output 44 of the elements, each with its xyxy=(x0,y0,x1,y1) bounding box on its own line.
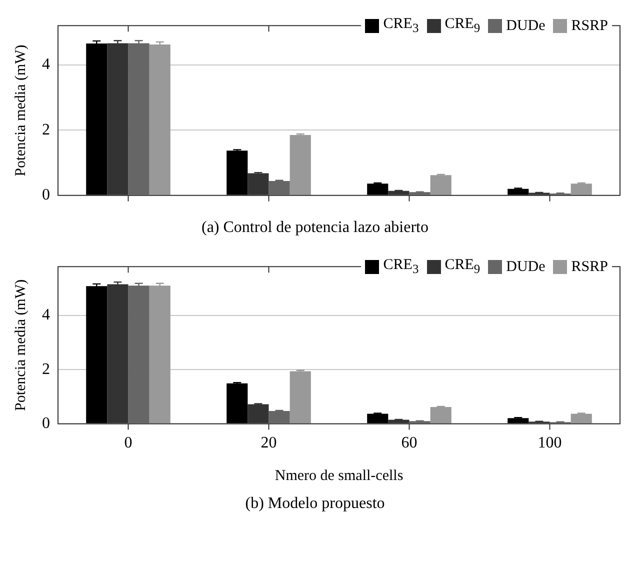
bar xyxy=(128,43,150,195)
x-tick-label: 100 xyxy=(538,434,562,452)
bar xyxy=(86,44,108,195)
bar xyxy=(367,184,388,195)
x-tick-label: 0 xyxy=(124,434,132,452)
legend-label: CRE$_{9}$ xyxy=(444,257,480,277)
bar xyxy=(290,134,311,195)
legend-label: CRE$_{3}$ xyxy=(383,257,419,277)
legend-label: CRE$_{9}$ xyxy=(444,16,480,36)
bar xyxy=(268,181,290,195)
legend-label: CRE$_{3}$ xyxy=(383,16,419,36)
text: (b) Modelo propuesto xyxy=(244,495,386,513)
text: (a) Control de potencia lazo abierto xyxy=(200,219,430,237)
bar xyxy=(508,418,529,424)
legend-label: DUDe xyxy=(506,18,546,34)
bar xyxy=(268,411,290,424)
y-tick-label: 4 xyxy=(42,306,50,324)
y-tick-label: 2 xyxy=(42,121,50,138)
legend-label: RSRP xyxy=(571,258,608,276)
bar xyxy=(226,383,248,424)
y-tick-label: 0 xyxy=(42,186,50,204)
y-axis-title: Potencia media (mW) xyxy=(12,279,29,412)
bar xyxy=(290,371,311,424)
bar xyxy=(409,192,430,195)
bar xyxy=(430,175,452,195)
x-axis-title: Nmero de small-cells xyxy=(274,468,404,484)
bar xyxy=(86,286,108,424)
bar xyxy=(149,44,170,195)
bar xyxy=(367,414,388,424)
y-tick-label: 0 xyxy=(42,415,50,432)
bar xyxy=(508,188,529,195)
legend-label: RSRP xyxy=(571,18,608,34)
y-tick-label: 4 xyxy=(42,56,50,73)
bar xyxy=(226,150,248,195)
x-tick-label: 20 xyxy=(260,434,277,452)
x-tick-label: 60 xyxy=(401,434,418,452)
legend-label: DUDe xyxy=(506,258,546,276)
bar xyxy=(430,406,452,424)
bar xyxy=(570,414,592,424)
y-tick-label: 2 xyxy=(42,360,50,378)
y-axis-title: Potencia media (mW) xyxy=(12,44,29,176)
bar xyxy=(149,286,170,424)
bar xyxy=(570,184,592,195)
bar xyxy=(128,286,150,424)
